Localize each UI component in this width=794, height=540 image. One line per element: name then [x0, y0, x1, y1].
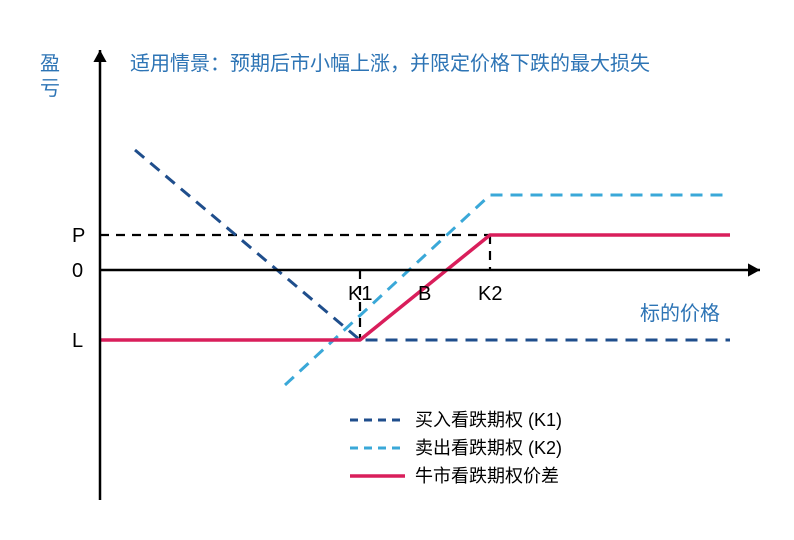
chart-title: 适用情景：预期后市小幅上涨，并限定价格下跌的最大损失 [130, 52, 650, 75]
x-axis-label: 标的价格 [640, 302, 720, 325]
chart-container: 适用情景：预期后市小幅上涨，并限定价格下跌的最大损失 盈亏标的价格 P 0 L K1 B K2… [0, 0, 794, 540]
y-tick-L: L [72, 330, 83, 352]
y-axis-label-2: 亏 [40, 78, 60, 100]
x-tick-K1: K1 [348, 283, 372, 305]
legend-label-bull_put_spread: 牛市看跌期权价差 [415, 466, 559, 486]
y-axis-label-1: 盈 [40, 53, 60, 75]
legend-label-long_put_k1: 买入看跌期权 (K1) [415, 410, 562, 430]
x-tick-B: B [418, 283, 431, 305]
x-tick-K2: K2 [478, 283, 502, 305]
legend-label-short_put_k2: 卖出看跌期权 (K2) [415, 438, 562, 458]
y-tick-P: P [72, 225, 85, 247]
y-tick-0: 0 [72, 260, 83, 282]
payoff-chart: 适用情景：预期后市小幅上涨，并限定价格下跌的最大损失 盈亏标的价格 P 0 L K1 B K2… [0, 0, 794, 540]
